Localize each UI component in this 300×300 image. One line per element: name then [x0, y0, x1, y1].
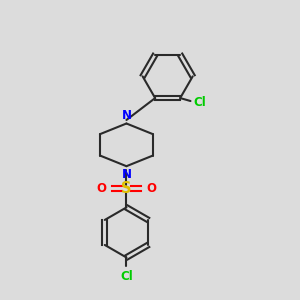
Text: Cl: Cl	[120, 270, 133, 283]
Text: O: O	[97, 182, 107, 195]
Text: S: S	[121, 181, 132, 196]
Text: O: O	[146, 182, 156, 195]
Text: Cl: Cl	[194, 96, 206, 109]
Text: N: N	[122, 168, 131, 181]
Text: N: N	[122, 109, 131, 122]
